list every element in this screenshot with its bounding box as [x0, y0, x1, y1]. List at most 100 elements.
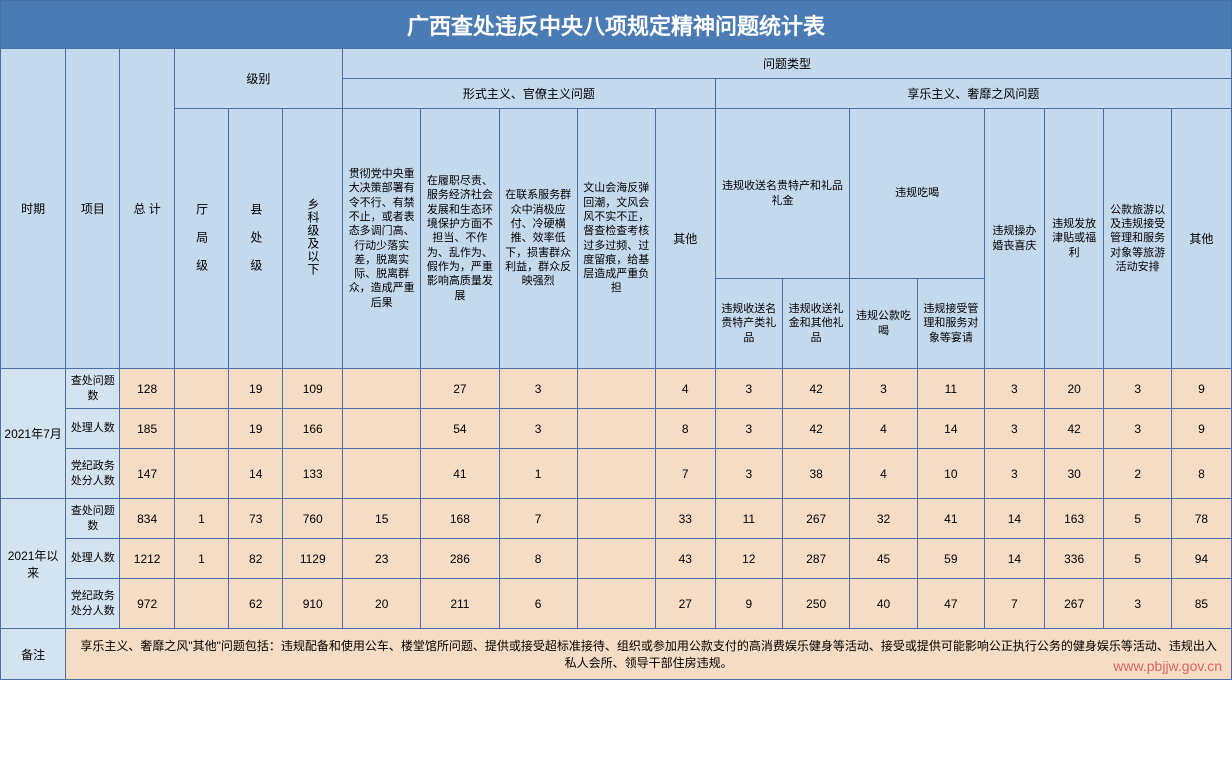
data-cell: 20 [1044, 369, 1104, 409]
data-cell: 109 [283, 369, 343, 409]
data-cell: 1 [174, 499, 228, 539]
data-cell: 73 [229, 499, 283, 539]
data-cell [343, 409, 421, 449]
header-wedding: 违规操办婚丧喜庆 [985, 109, 1045, 369]
data-cell: 250 [782, 579, 849, 629]
data-cell: 5 [1104, 539, 1171, 579]
data-cell: 3 [715, 369, 782, 409]
data-cell: 3 [499, 409, 577, 449]
data-cell: 14 [917, 409, 984, 449]
data-cell: 3 [1104, 579, 1171, 629]
data-cell: 54 [421, 409, 499, 449]
data-cell: 14 [229, 449, 283, 499]
data-cell: 27 [655, 579, 715, 629]
item-investigated: 查处问题数 [66, 499, 120, 539]
data-cell: 8 [1171, 449, 1231, 499]
data-cell: 211 [421, 579, 499, 629]
data-cell: 1 [499, 449, 577, 499]
header-f4: 文山会海反弹回潮，文风会风不实不正，督查检查考核过多过频、过度留痕，给基层造成严… [577, 109, 655, 369]
data-cell: 267 [1044, 579, 1104, 629]
data-cell: 42 [1044, 409, 1104, 449]
data-cell: 8 [655, 409, 715, 449]
data-cell: 286 [421, 539, 499, 579]
data-cell: 4 [655, 369, 715, 409]
data-cell: 19 [229, 369, 283, 409]
header-f1: 贯彻党中央重大决策部署有令不行、有禁不止，或者表态多调门高、行动少落实差，脱离实… [343, 109, 421, 369]
header-travel: 公款旅游以及违规接受管理和服务对象等旅游活动安排 [1104, 109, 1171, 369]
data-cell: 2 [1104, 449, 1171, 499]
data-cell: 9 [715, 579, 782, 629]
data-cell: 85 [1171, 579, 1231, 629]
data-cell: 3 [1104, 409, 1171, 449]
data-cell: 1 [174, 539, 228, 579]
data-cell [577, 539, 655, 579]
data-cell: 7 [985, 579, 1045, 629]
data-cell: 128 [120, 369, 174, 409]
header-gifts-sub2: 违规收送礼金和其他礼品 [782, 279, 849, 369]
data-cell: 1212 [120, 539, 174, 579]
period-2: 2021年以来 [1, 499, 66, 629]
data-cell: 27 [421, 369, 499, 409]
data-cell: 41 [917, 499, 984, 539]
data-cell: 43 [655, 539, 715, 579]
data-cell: 910 [283, 579, 343, 629]
data-cell: 3 [499, 369, 577, 409]
data-cell [577, 579, 655, 629]
data-cell [577, 499, 655, 539]
header-bureau: 厅 局 级 [174, 109, 228, 369]
data-cell: 9 [1171, 369, 1231, 409]
table-title: 广西查处违反中央八项规定精神问题统计表 [1, 1, 1232, 49]
data-cell: 336 [1044, 539, 1104, 579]
header-total: 总 计 [120, 49, 174, 369]
item-disciplined: 党纪政务处分人数 [66, 449, 120, 499]
item-investigated: 查处问题数 [66, 369, 120, 409]
data-cell: 3 [985, 449, 1045, 499]
data-cell: 19 [229, 409, 283, 449]
data-cell [343, 369, 421, 409]
footnote-text: 享乐主义、奢靡之风"其他"问题包括：违规配备和使用公车、楼堂馆所问题、提供或接受… [66, 629, 1232, 680]
data-cell: 9 [1171, 409, 1231, 449]
data-cell: 45 [850, 539, 917, 579]
watermark: www.pbjjw.gov.cn [1113, 658, 1222, 674]
item-processed: 处理人数 [66, 539, 120, 579]
data-cell: 14 [985, 499, 1045, 539]
header-f5: 其他 [655, 109, 715, 369]
header-dining-sub2: 违规接受管理和服务对象等宴请 [917, 279, 984, 369]
header-county: 县 处 级 [229, 109, 283, 369]
data-cell [577, 409, 655, 449]
data-cell: 3 [985, 409, 1045, 449]
data-cell [577, 449, 655, 499]
header-allowance: 违规发放津贴或福利 [1044, 109, 1104, 369]
item-processed: 处理人数 [66, 409, 120, 449]
data-cell: 7 [655, 449, 715, 499]
data-cell: 166 [283, 409, 343, 449]
data-cell [174, 369, 228, 409]
data-cell: 7 [499, 499, 577, 539]
period-1: 2021年7月 [1, 369, 66, 499]
header-gifts: 违规收送名贵特产和礼品礼金 [715, 109, 850, 279]
item-disciplined: 党纪政务处分人数 [66, 579, 120, 629]
data-cell: 6 [499, 579, 577, 629]
data-cell: 3 [850, 369, 917, 409]
header-level: 级别 [174, 49, 342, 109]
data-cell: 30 [1044, 449, 1104, 499]
data-cell [174, 579, 228, 629]
header-period: 时期 [1, 49, 66, 369]
data-cell: 10 [917, 449, 984, 499]
statistics-table: 广西查处违反中央八项规定精神问题统计表 时期 项目 总 计 级别 问题类型 形式… [0, 0, 1232, 680]
data-cell: 4 [850, 449, 917, 499]
footnote-label: 备注 [1, 629, 66, 680]
data-cell [174, 409, 228, 449]
data-cell: 147 [120, 449, 174, 499]
data-cell: 32 [850, 499, 917, 539]
data-cell: 3 [715, 409, 782, 449]
data-cell: 62 [229, 579, 283, 629]
data-cell: 15 [343, 499, 421, 539]
data-cell: 23 [343, 539, 421, 579]
data-cell [343, 449, 421, 499]
data-cell: 8 [499, 539, 577, 579]
data-cell: 94 [1171, 539, 1231, 579]
header-township: 乡科级及以下 [283, 109, 343, 369]
data-cell: 168 [421, 499, 499, 539]
header-f3: 在联系服务群众中消极应付、冷硬横推、效率低下，损害群众利益，群众反映强烈 [499, 109, 577, 369]
